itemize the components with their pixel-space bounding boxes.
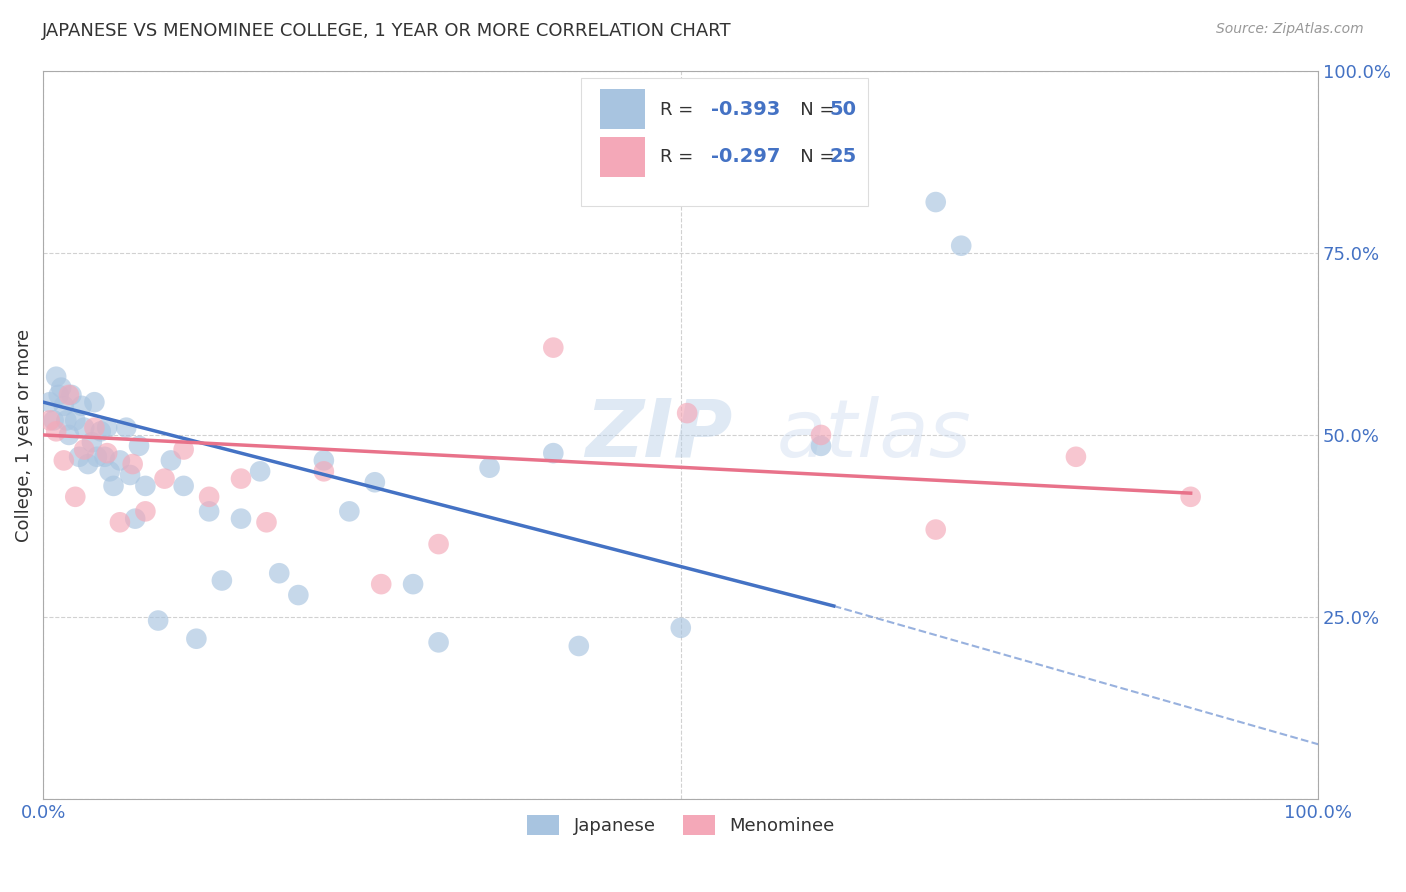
Point (153, 472, 176, 486)
Point (38, 395, 60, 409)
Point (312, 453, 335, 467)
Point (121, 457, 143, 471)
Point (128, 439, 150, 453)
Point (65, 490, 87, 504)
Y-axis label: College, 1 year or more: College, 1 year or more (15, 328, 32, 541)
Point (83, 395, 105, 409)
Text: JAPANESE VS MENOMINEE COLLEGE, 1 YEAR OR MORE CORRELATION CHART: JAPANESE VS MENOMINEE COLLEGE, 1 YEAR OR… (42, 22, 731, 40)
Point (543, 341, 565, 355)
Text: -0.393: -0.393 (711, 100, 780, 120)
Point (86, 450, 108, 464)
Point (173, 442, 195, 457)
Point (52, 399, 75, 413)
Point (98, 464, 121, 478)
Point (1180, 490, 1202, 504)
Point (115, 420, 138, 434)
Text: ZIP: ZIP (585, 396, 733, 474)
Point (925, 523, 948, 537)
Point (70, 399, 93, 413)
Point (83, 420, 105, 434)
Point (810, 439, 832, 453)
Point (96, 420, 118, 434)
Point (77, 457, 100, 471)
FancyBboxPatch shape (581, 78, 868, 206)
Point (48, 388, 70, 402)
Point (134, 479, 156, 493)
Point (55, 413, 77, 427)
Point (45, 425, 67, 439)
Point (249, 464, 271, 478)
Point (45, 369, 67, 384)
Text: Source: ZipAtlas.com: Source: ZipAtlas.com (1216, 22, 1364, 37)
Point (80, 435, 103, 450)
Point (198, 504, 221, 518)
Point (60, 388, 83, 402)
Text: N =: N = (783, 148, 839, 166)
Point (427, 635, 450, 649)
Point (67, 450, 90, 464)
Text: R =: R = (661, 101, 699, 119)
Point (229, 472, 252, 486)
Point (134, 504, 156, 518)
Point (90, 425, 112, 439)
Point (364, 475, 387, 490)
Point (52, 453, 75, 467)
Text: R =: R = (661, 148, 699, 166)
Bar (600, 136, 645, 177)
Point (198, 490, 221, 504)
Point (1064, 450, 1087, 464)
Point (478, 460, 501, 475)
Bar (600, 89, 645, 129)
Point (160, 453, 183, 467)
Point (186, 632, 208, 646)
Point (120, 467, 142, 482)
Point (269, 566, 291, 581)
Point (124, 511, 146, 525)
Point (108, 453, 131, 467)
Legend: Japanese, Menominee: Japanese, Menominee (517, 805, 844, 845)
Point (925, 195, 948, 210)
Point (402, 577, 425, 591)
Point (950, 238, 973, 252)
Text: atlas: atlas (776, 396, 972, 474)
Point (73, 420, 96, 434)
Text: 50: 50 (830, 100, 856, 120)
Point (669, 621, 692, 635)
Point (173, 479, 195, 493)
Point (229, 511, 252, 525)
Point (676, 406, 699, 420)
Point (337, 504, 360, 518)
Point (211, 574, 233, 588)
Point (543, 446, 565, 460)
Point (51, 381, 73, 395)
Point (42, 413, 65, 427)
Point (73, 442, 96, 457)
Point (103, 479, 125, 493)
Point (108, 516, 131, 530)
Text: N =: N = (783, 101, 839, 119)
Point (427, 537, 450, 551)
Point (256, 516, 278, 530)
Point (65, 413, 87, 427)
Text: 25: 25 (830, 147, 858, 167)
Point (146, 614, 169, 628)
Point (370, 577, 392, 591)
Point (58, 388, 80, 402)
Point (96, 446, 118, 460)
Point (93, 450, 115, 464)
Point (58, 428, 80, 442)
Text: -0.297: -0.297 (711, 147, 780, 167)
Point (568, 639, 591, 653)
Point (38, 413, 60, 427)
Point (287, 588, 309, 602)
Point (810, 428, 832, 442)
Point (312, 464, 335, 478)
